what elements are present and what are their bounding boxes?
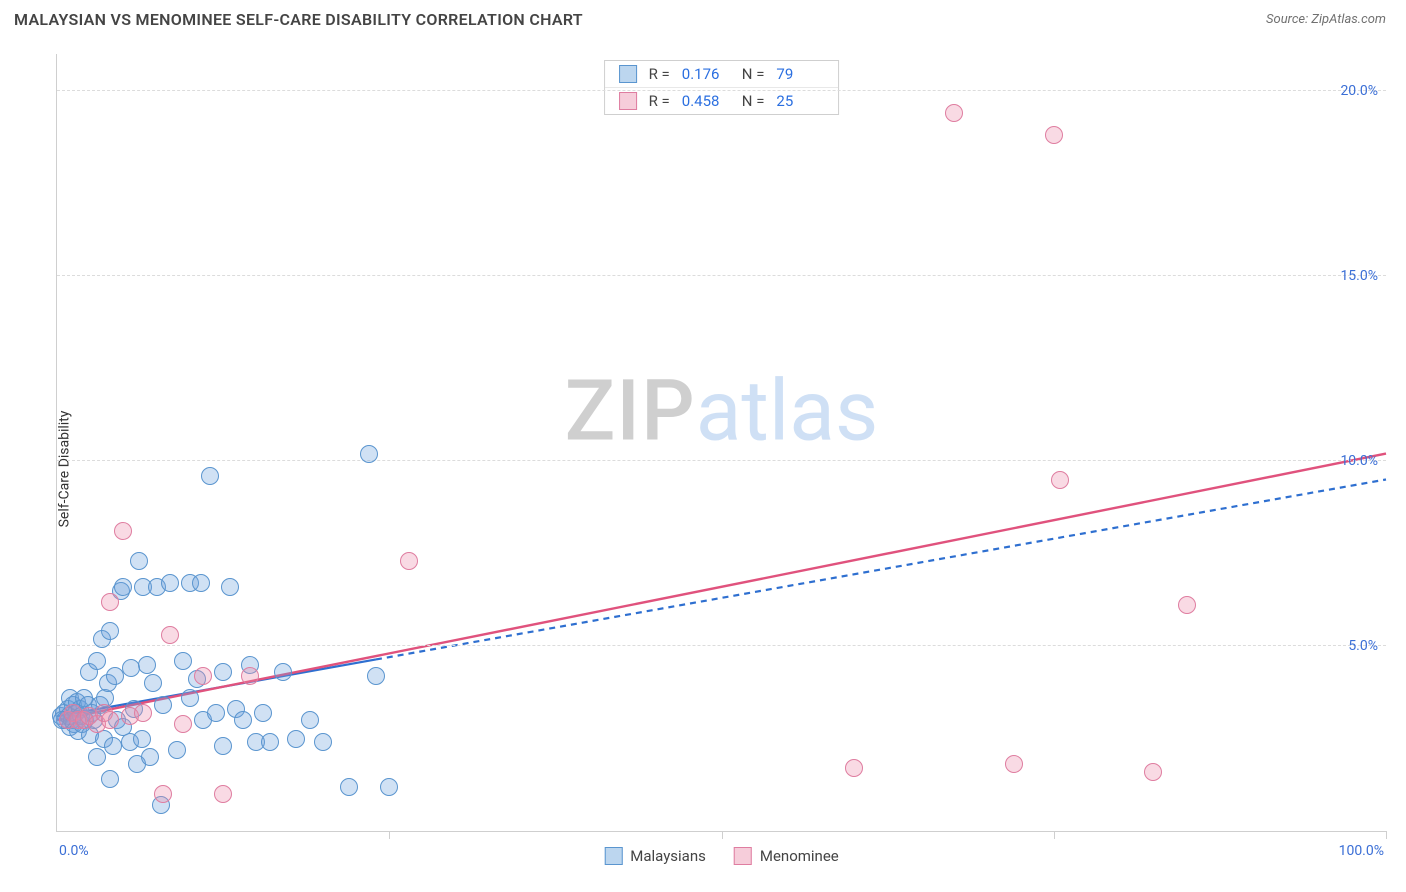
- y-tick-label: 5.0%: [1348, 638, 1378, 654]
- data-point-malaysians: [114, 578, 132, 596]
- x-tick: [1386, 831, 1387, 839]
- legend-label-menominee: Menominee: [760, 847, 839, 865]
- legend-label-malaysians: Malaysians: [630, 847, 706, 865]
- chart-title: MALAYSIAN VS MENOMINEE SELF-CARE DISABIL…: [14, 10, 583, 29]
- data-point-malaysians: [207, 704, 225, 722]
- data-point-malaysians: [130, 552, 148, 570]
- data-point-menominee: [1144, 763, 1162, 781]
- legend-item-malaysians: Malaysians: [604, 847, 706, 865]
- data-point-malaysians: [367, 667, 385, 685]
- data-point-malaysians: [301, 711, 319, 729]
- data-point-menominee: [154, 785, 172, 803]
- source-label: Source: ZipAtlas.com: [1266, 12, 1386, 27]
- n-value-malaysians: 79: [776, 65, 824, 83]
- data-point-malaysians: [88, 652, 106, 670]
- data-point-menominee: [161, 626, 179, 644]
- data-point-malaysians: [201, 467, 219, 485]
- swatch-malaysians: [619, 65, 637, 83]
- gridline: [57, 645, 1386, 646]
- data-point-malaysians: [340, 778, 358, 796]
- data-point-menominee: [945, 104, 963, 122]
- data-point-malaysians: [174, 652, 192, 670]
- x-tick: [389, 831, 390, 839]
- data-point-menominee: [214, 785, 232, 803]
- y-tick-label: 10.0%: [1340, 453, 1378, 469]
- data-point-malaysians: [360, 445, 378, 463]
- data-point-menominee: [1178, 596, 1196, 614]
- data-point-malaysians: [161, 574, 179, 592]
- data-point-menominee: [174, 715, 192, 733]
- data-point-malaysians: [144, 674, 162, 692]
- r-label: R =: [649, 65, 670, 83]
- data-point-menominee: [114, 522, 132, 540]
- n-value-menominee: 25: [776, 92, 824, 110]
- data-point-menominee: [101, 593, 119, 611]
- data-point-menominee: [101, 711, 119, 729]
- stats-legend: R = 0.176 N = 79 R = 0.458 N = 25: [604, 60, 840, 115]
- data-point-malaysians: [168, 741, 186, 759]
- data-point-malaysians: [181, 689, 199, 707]
- x-min-label: 0.0%: [59, 843, 89, 859]
- data-point-malaysians: [101, 770, 119, 788]
- data-point-malaysians: [88, 748, 106, 766]
- n-label: N =: [742, 65, 765, 83]
- series-legend: Malaysians Menominee: [604, 847, 839, 865]
- data-point-malaysians: [133, 730, 151, 748]
- x-max-label: 100.0%: [1339, 843, 1384, 859]
- y-tick-label: 20.0%: [1340, 83, 1378, 99]
- trendline-malaysians-dash: [376, 480, 1386, 660]
- gridline: [57, 460, 1386, 461]
- data-point-malaysians: [314, 733, 332, 751]
- watermark-zip: ZIP: [565, 362, 696, 461]
- data-point-malaysians: [141, 748, 159, 766]
- data-point-menominee: [134, 704, 152, 722]
- data-point-menominee: [241, 667, 259, 685]
- data-point-malaysians: [287, 730, 305, 748]
- data-point-malaysians: [380, 778, 398, 796]
- data-point-menominee: [1005, 755, 1023, 773]
- swatch-malaysians: [604, 847, 622, 865]
- watermark: ZIPatlas: [565, 362, 879, 461]
- data-point-malaysians: [234, 711, 252, 729]
- x-tick: [1054, 831, 1055, 839]
- data-point-malaysians: [254, 704, 272, 722]
- data-point-malaysians: [154, 696, 172, 714]
- data-point-malaysians: [192, 574, 210, 592]
- data-point-malaysians: [138, 656, 156, 674]
- y-tick-label: 15.0%: [1340, 268, 1378, 284]
- data-point-malaysians: [274, 663, 292, 681]
- swatch-menominee: [619, 92, 637, 110]
- r-value-malaysians: 0.176: [682, 65, 730, 83]
- data-point-malaysians: [214, 737, 232, 755]
- stats-row-malaysians: R = 0.176 N = 79: [605, 61, 839, 87]
- stats-row-menominee: R = 0.458 N = 25: [605, 87, 839, 114]
- data-point-malaysians: [261, 733, 279, 751]
- data-point-malaysians: [101, 622, 119, 640]
- legend-item-menominee: Menominee: [734, 847, 839, 865]
- data-point-malaysians: [104, 737, 122, 755]
- n-label: N =: [742, 92, 765, 110]
- scatter-plot: ZIPatlas R = 0.176 N = 79 R = 0.458 N = …: [56, 54, 1386, 832]
- swatch-menominee: [734, 847, 752, 865]
- data-point-menominee: [400, 552, 418, 570]
- data-point-menominee: [845, 759, 863, 777]
- data-point-menominee: [1051, 471, 1069, 489]
- data-point-menominee: [1045, 126, 1063, 144]
- r-label: R =: [649, 92, 670, 110]
- x-tick: [722, 831, 723, 839]
- gridline: [57, 90, 1386, 91]
- gridline: [57, 275, 1386, 276]
- watermark-atlas: atlas: [696, 362, 879, 461]
- data-point-menominee: [194, 667, 212, 685]
- data-point-malaysians: [221, 578, 239, 596]
- data-point-malaysians: [214, 663, 232, 681]
- r-value-menominee: 0.458: [682, 92, 730, 110]
